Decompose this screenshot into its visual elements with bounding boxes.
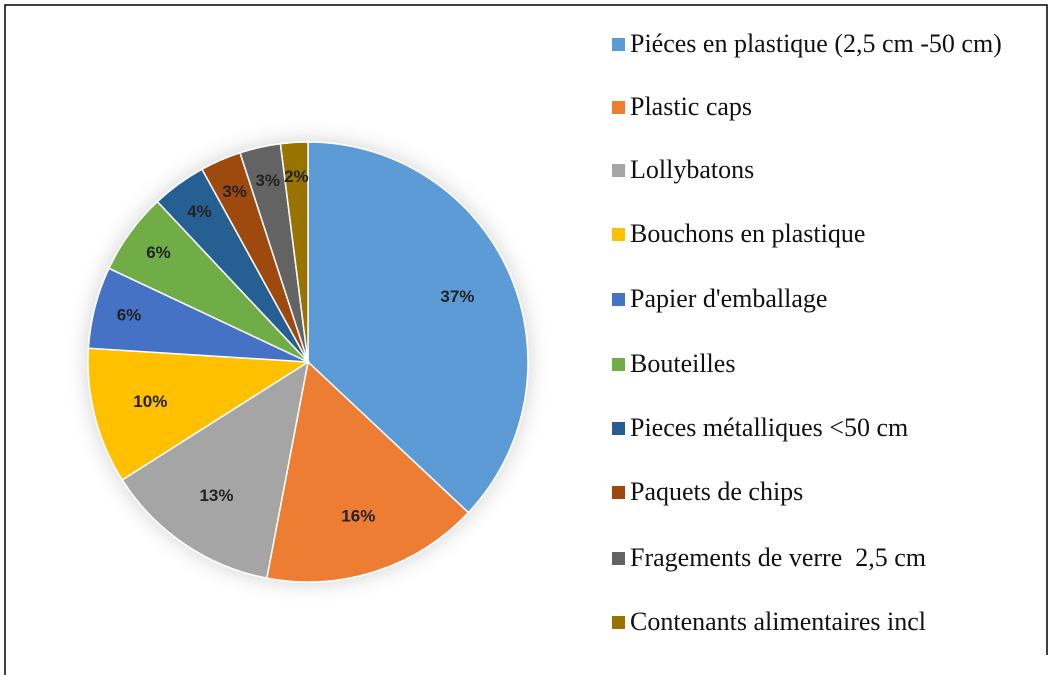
legend-label: Papier d'emballage (630, 284, 828, 313)
data-label: 6% (146, 243, 171, 262)
legend-item: Paquets de chips (612, 478, 1032, 506)
frame (4, 4, 1048, 675)
legend-item: Bouchons en plastique (612, 220, 1032, 248)
legend-item: Papier d'emballage (612, 285, 1032, 313)
legend-label: Bouteilles (630, 349, 736, 378)
legend-swatch (612, 228, 625, 241)
legend-swatch (612, 38, 625, 51)
legend-item: Plastic caps (612, 93, 1032, 121)
data-label: 4% (187, 202, 212, 221)
legend-item: Lollybatons (612, 156, 1032, 184)
data-label: 6% (117, 306, 142, 325)
pie-slice (121, 360, 310, 579)
legend-label: Paquets de chips (630, 477, 804, 506)
data-label: 2% (284, 167, 309, 186)
data-label: 3% (222, 182, 247, 201)
legend-item: Piéces en plastique (2,5 cm -50 cm) (612, 30, 1032, 58)
legend-swatch (612, 422, 625, 435)
pie (87, 141, 529, 583)
legend-item: Pieces métalliques <50 cm (612, 414, 1032, 442)
legend-label: Piéces en plastique (2,5 cm -50 cm) (630, 29, 1002, 58)
legend-item: Bouteilles (612, 350, 1032, 378)
data-label: 10% (133, 392, 167, 411)
legend-label: Bouchons en plastique (630, 219, 866, 248)
pie-slice (279, 141, 309, 363)
legend-label: Lollybatons (630, 155, 755, 184)
data-label: 37% (440, 287, 474, 306)
legend-item: Fragements de verre 2,5 cm (612, 544, 1032, 572)
legend-swatch (612, 616, 625, 629)
legend-label: Contenants alimentaires incl (630, 607, 927, 636)
data-label: 3% (255, 171, 280, 190)
legend-swatch (612, 101, 625, 114)
pie-slice (87, 347, 311, 481)
data-label: 13% (199, 486, 233, 505)
pie-slice (265, 360, 470, 583)
legend-swatch (612, 293, 625, 306)
legend-label: Fragements de verre 2,5 cm (630, 543, 927, 572)
data-label: 16% (341, 506, 375, 525)
legend-swatch (612, 164, 625, 177)
pie-slice (307, 141, 529, 514)
legend-swatch (612, 486, 625, 499)
legend-swatch (612, 552, 625, 565)
legend-item: Contenants alimentaires incl (612, 608, 1032, 636)
legend-label: Pieces métalliques <50 cm (630, 413, 909, 442)
legend-label: Plastic caps (630, 92, 753, 121)
legend-swatch (612, 358, 625, 371)
